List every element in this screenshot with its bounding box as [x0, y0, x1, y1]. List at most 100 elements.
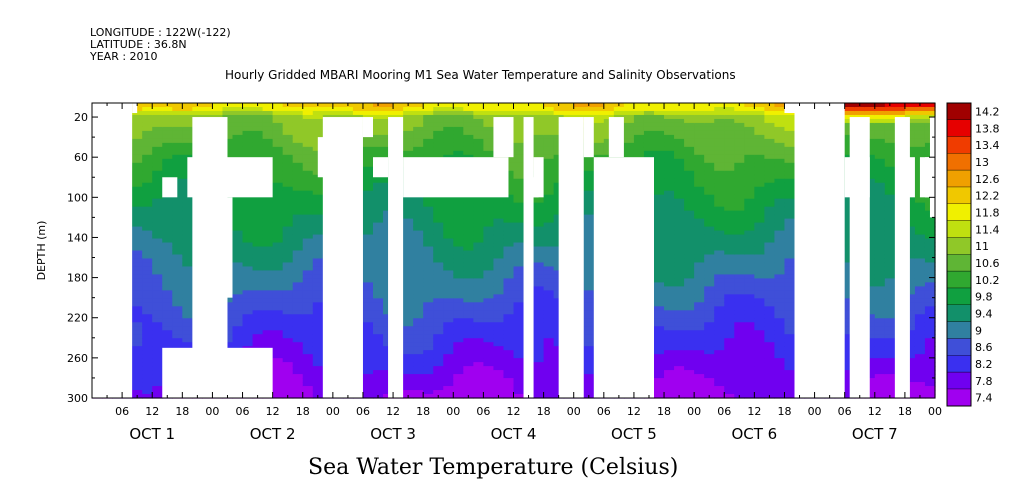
heatmap-cell — [403, 306, 414, 311]
heatmap-cell — [262, 258, 274, 264]
heatmap-cell — [433, 154, 444, 160]
heatmap-cell — [443, 234, 454, 240]
heatmap-cell — [362, 342, 374, 347]
heatmap-cell — [312, 122, 324, 128]
heatmap-cell — [373, 194, 384, 200]
heatmap-cell — [362, 162, 374, 168]
heatmap-cell — [262, 142, 274, 148]
heatmap-cell — [694, 110, 705, 116]
heatmap-cell — [182, 154, 193, 160]
heatmap-cell — [714, 318, 725, 323]
heatmap-cell — [664, 310, 675, 315]
heatmap-cell — [413, 118, 424, 124]
heatmap-cell — [312, 298, 324, 303]
heatmap-cell — [132, 230, 143, 236]
heatmap-cell — [373, 178, 384, 184]
heatmap-cell — [744, 178, 755, 184]
heatmap-cell — [172, 270, 183, 276]
heatmap-cell — [433, 282, 444, 287]
heatmap-cell — [533, 362, 545, 367]
heatmap-cell — [443, 378, 454, 383]
heatmap-cell — [674, 186, 685, 192]
heatmap-cell — [202, 106, 214, 112]
heatmap-cell — [724, 294, 735, 299]
heatmap-cell — [292, 282, 304, 287]
heatmap-cell — [704, 166, 715, 172]
heatmap-cell — [172, 190, 183, 196]
heatmap-cell — [694, 238, 705, 244]
heatmap-cell — [694, 214, 705, 220]
heatmap-cell — [734, 370, 745, 375]
heatmap-cell — [152, 134, 163, 140]
heatmap-cell — [403, 110, 414, 116]
heatmap-cell — [393, 110, 404, 116]
heatmap-cell — [252, 206, 264, 212]
heatmap-cell — [724, 390, 735, 395]
heatmap-cell — [443, 342, 454, 347]
heatmap-cell — [583, 318, 595, 323]
heatmap-cell — [623, 146, 635, 152]
heatmap-cell — [754, 234, 765, 240]
heatmap-cell — [684, 306, 695, 311]
heatmap-cell — [282, 162, 294, 168]
heatmap-cell — [182, 266, 193, 272]
chart-title: Hourly Gridded MBARI Mooring M1 Sea Wate… — [225, 68, 736, 82]
heatmap-cell — [643, 118, 655, 124]
heatmap-cell — [664, 210, 675, 216]
heatmap-cell — [362, 386, 374, 391]
heatmap-cell — [473, 286, 484, 291]
heatmap-cell — [282, 106, 294, 112]
heatmap-cell — [272, 138, 284, 144]
heatmap-cell — [172, 206, 183, 212]
heatmap-cell — [583, 250, 595, 256]
heatmap-cell — [453, 350, 464, 355]
heatmap-cell — [252, 242, 264, 248]
heatmap-cell — [142, 278, 153, 283]
heatmap-cell — [734, 226, 745, 232]
heatmap-cell — [453, 142, 464, 148]
heatmap-cell — [433, 386, 444, 391]
heatmap-cell — [132, 278, 143, 283]
heatmap-cell — [513, 110, 525, 116]
heatmap-cell — [583, 182, 595, 188]
heatmap-cell — [282, 190, 294, 196]
heatmap-cell — [182, 302, 193, 307]
heatmap-cell — [142, 346, 153, 351]
heatmap-cell — [142, 390, 153, 395]
heatmap-cell — [172, 154, 183, 160]
heatmap-cell — [473, 130, 484, 136]
heatmap-cell — [503, 366, 515, 371]
heatmap-cell — [453, 342, 464, 347]
heatmap-cell — [513, 238, 525, 244]
heatmap-cell — [132, 234, 143, 240]
heatmap-cell — [292, 334, 304, 339]
heatmap-cell — [473, 314, 484, 319]
heatmap-cell — [453, 302, 464, 307]
heatmap-cell — [674, 338, 685, 343]
heatmap-cell — [714, 386, 725, 391]
heatmap-cell — [503, 378, 515, 383]
heatmap-cell — [543, 246, 555, 252]
heatmap-cell — [443, 250, 454, 256]
heatmap-cell — [362, 314, 374, 319]
heatmap-cell — [724, 146, 735, 152]
heatmap-cell — [744, 366, 755, 371]
heatmap-cell — [654, 166, 665, 172]
heatmap-cell — [302, 278, 314, 283]
heatmap-cell — [413, 106, 424, 112]
heatmap-cell — [302, 230, 314, 236]
heatmap-cell — [152, 382, 163, 387]
heatmap-cell — [252, 234, 264, 240]
heatmap-cell — [312, 282, 324, 287]
heatmap-cell — [132, 358, 143, 363]
heatmap-cell — [312, 386, 324, 391]
heatmap-cell — [413, 210, 424, 216]
heatmap-cell — [493, 302, 505, 307]
heatmap-cell — [413, 154, 424, 160]
heatmap-cell — [493, 278, 505, 283]
heatmap-cell — [142, 103, 153, 108]
heatmap-cell — [533, 258, 545, 264]
heatmap-cell — [684, 382, 695, 387]
heatmap-cell — [302, 338, 314, 343]
heatmap-cell — [483, 138, 495, 144]
